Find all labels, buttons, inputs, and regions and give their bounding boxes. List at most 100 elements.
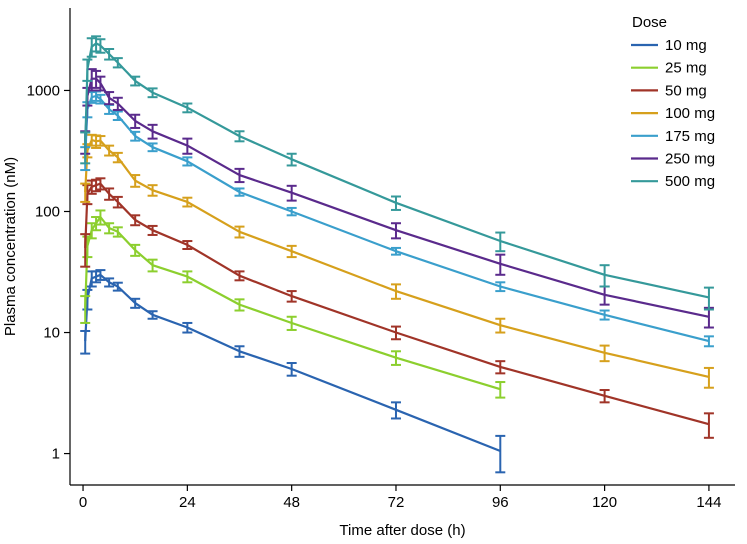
- error-bar: [703, 366, 714, 389]
- y-tick-label: 1: [52, 446, 60, 463]
- error-bar: [147, 184, 158, 197]
- error-bar: [82, 288, 93, 311]
- error-bar: [703, 412, 714, 439]
- error-bar: [147, 258, 158, 273]
- series-10-mg: [80, 269, 506, 474]
- error-bar: [234, 345, 245, 358]
- error-bar: [286, 184, 297, 202]
- error-bar: [495, 360, 506, 375]
- legend-title: Dose: [632, 14, 667, 31]
- error-bar: [80, 329, 91, 355]
- x-tick-label: 48: [283, 494, 300, 511]
- series-175-mg: [80, 90, 714, 348]
- error-bar: [130, 297, 141, 309]
- error-bar: [147, 123, 158, 140]
- error-bar: [147, 87, 158, 99]
- error-bar: [86, 37, 97, 58]
- error-bar: [286, 152, 297, 167]
- x-tick-label: 0: [79, 494, 87, 511]
- error-bar: [130, 113, 141, 129]
- error-bar: [599, 264, 610, 288]
- error-bar: [82, 58, 93, 82]
- error-bar: [182, 196, 193, 208]
- error-bar: [599, 344, 610, 363]
- error-bar: [147, 310, 158, 320]
- series-line: [84, 138, 710, 378]
- error-bar: [95, 93, 106, 105]
- series-100-mg: [80, 133, 714, 389]
- error-bar: [390, 401, 401, 420]
- error-bar: [286, 244, 297, 259]
- legend-item: 500 mg: [631, 173, 715, 190]
- legend-item: 100 mg: [631, 105, 715, 122]
- error-bar: [286, 206, 297, 217]
- error-bar: [182, 321, 193, 334]
- error-bar: [95, 38, 106, 54]
- series-line: [84, 77, 710, 318]
- legend-item: 50 mg: [631, 82, 707, 99]
- error-bar: [390, 283, 401, 300]
- legend-label: 500 mg: [665, 173, 715, 190]
- error-bar: [182, 102, 193, 114]
- error-bar: [234, 167, 245, 184]
- error-bar: [104, 277, 115, 288]
- error-bar: [112, 195, 123, 209]
- error-bar: [112, 110, 123, 122]
- series-line: [84, 182, 710, 426]
- error-bar: [182, 270, 193, 284]
- legend-label: 175 mg: [665, 128, 715, 145]
- y-tick-label: 1000: [27, 82, 60, 99]
- error-bar: [104, 48, 115, 61]
- error-bar: [104, 91, 115, 106]
- error-bar: [112, 57, 123, 69]
- error-bar: [182, 156, 193, 167]
- error-bar: [390, 246, 401, 256]
- y-tick-label: 10: [43, 325, 60, 342]
- error-bar: [91, 69, 102, 89]
- error-bar: [599, 389, 610, 404]
- error-bar: [112, 151, 123, 164]
- error-bar: [80, 182, 91, 203]
- y-tick-label: 100: [35, 203, 60, 220]
- error-bar: [599, 309, 610, 321]
- error-bar: [130, 75, 141, 87]
- error-bar: [104, 222, 115, 235]
- error-bar: [80, 233, 91, 268]
- legend-label: 50 mg: [665, 82, 707, 99]
- error-bar: [182, 137, 193, 155]
- series-25-mg: [80, 209, 506, 399]
- error-bar: [495, 381, 506, 399]
- error-bar: [112, 226, 123, 238]
- x-tick-label: 96: [492, 494, 509, 511]
- error-bar: [91, 90, 102, 102]
- x-axis-title: Time after dose (h): [339, 522, 465, 539]
- error-bar: [703, 306, 714, 329]
- axes: [69, 8, 735, 486]
- series-50-mg: [80, 177, 714, 439]
- y-axis-title: Plasma concentration (nM): [2, 157, 19, 336]
- error-bar: [80, 295, 91, 324]
- y-ticks: 1 10 100 1000: [27, 82, 70, 463]
- x-tick-label: 144: [696, 494, 721, 511]
- series-line: [84, 42, 710, 299]
- error-bar: [130, 214, 141, 227]
- error-bar: [495, 434, 506, 474]
- error-bar: [495, 317, 506, 334]
- error-bar: [80, 131, 91, 165]
- error-bar: [147, 142, 158, 153]
- error-bar: [495, 231, 506, 253]
- error-bar: [286, 290, 297, 303]
- error-bar: [95, 269, 106, 281]
- error-bar: [234, 270, 245, 282]
- error-bar: [82, 235, 93, 259]
- x-tick-label: 72: [388, 494, 405, 511]
- error-bar: [390, 350, 401, 366]
- legend-label: 10 mg: [665, 37, 707, 54]
- error-bar: [112, 96, 123, 111]
- x-tick-label: 24: [179, 494, 196, 511]
- series-line: [84, 94, 710, 343]
- legend-item: 250 mg: [631, 151, 715, 168]
- error-bar: [104, 187, 115, 201]
- error-bar: [112, 281, 123, 292]
